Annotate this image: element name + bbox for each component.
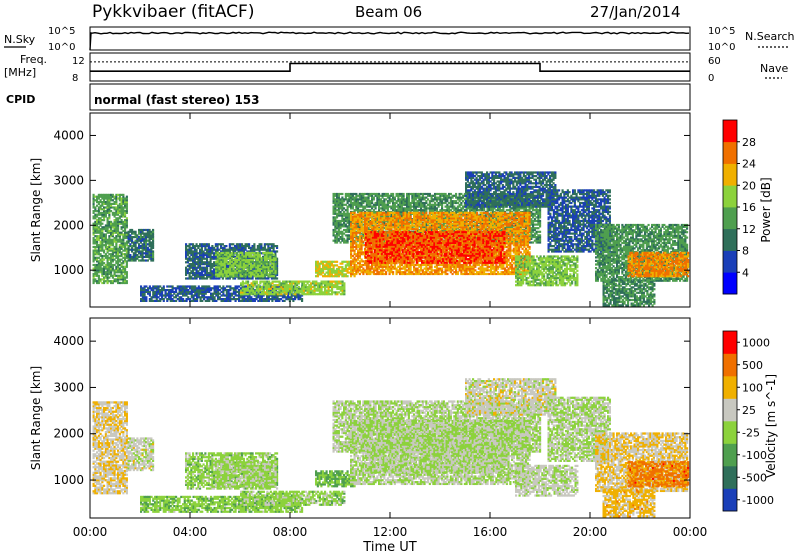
date-title: 27/Jan/2014 [590, 3, 681, 21]
heatmap-cell [122, 194, 124, 196]
heatmap-cell [152, 229, 154, 231]
freq-tick-left-top: 12 [72, 56, 85, 67]
noise-right-label: N.Search [745, 30, 795, 43]
freq-tick-left-bottom: 8 [72, 73, 78, 84]
noise-tick-left-top: 10^5 [48, 26, 75, 37]
heatmap-cell [152, 250, 154, 252]
nave-tick-right-top: 60 [708, 56, 721, 67]
heatmap-cell [98, 275, 100, 277]
cpid-label: CPID [6, 93, 35, 106]
freq-frame [90, 53, 690, 81]
rti-figure: Pykkvibaer (fitACF) Beam 06 27/Jan/2014 … [0, 0, 800, 554]
heatmap-cell [126, 280, 128, 282]
nave-tick-right-bottom: 0 [708, 73, 714, 84]
noise-tick-right-top: 10^5 [708, 26, 735, 37]
heatmap-cell [208, 243, 210, 245]
noise-sky-trace [90, 32, 689, 50]
freq-trace [90, 64, 690, 72]
noise-tick-right-bottom: 10^0 [708, 42, 735, 53]
noise-tick-left-bottom: 10^0 [48, 42, 75, 53]
power-heatmap [93, 171, 690, 306]
heatmap-cell [126, 196, 128, 198]
heatmap-cell [101, 223, 103, 225]
freq-panel: Freq. [MHz] 12 8 60 0 Nave [4, 53, 788, 84]
beam-title: Beam 06 [355, 3, 422, 21]
freq-label-line1: Freq. [20, 53, 47, 66]
heatmap-cell [126, 271, 128, 273]
heatmap-cell [126, 217, 128, 219]
station-title: Pykkvibaer (fitACF) [92, 2, 254, 22]
freq-label-line2: [MHz] [4, 66, 36, 79]
cpid-value: normal (fast stereo) 153 [94, 93, 260, 107]
heatmap-cell [135, 231, 137, 233]
cpid-panel: CPID normal (fast stereo) 153 [6, 84, 690, 110]
noise-left-label: N.Sky [4, 33, 36, 46]
noise-frame [90, 27, 690, 50]
nave-right-label: Nave [760, 62, 788, 75]
noise-panel: N.Sky 10^5 10^0 10^5 10^0 N.Search [4, 26, 795, 53]
